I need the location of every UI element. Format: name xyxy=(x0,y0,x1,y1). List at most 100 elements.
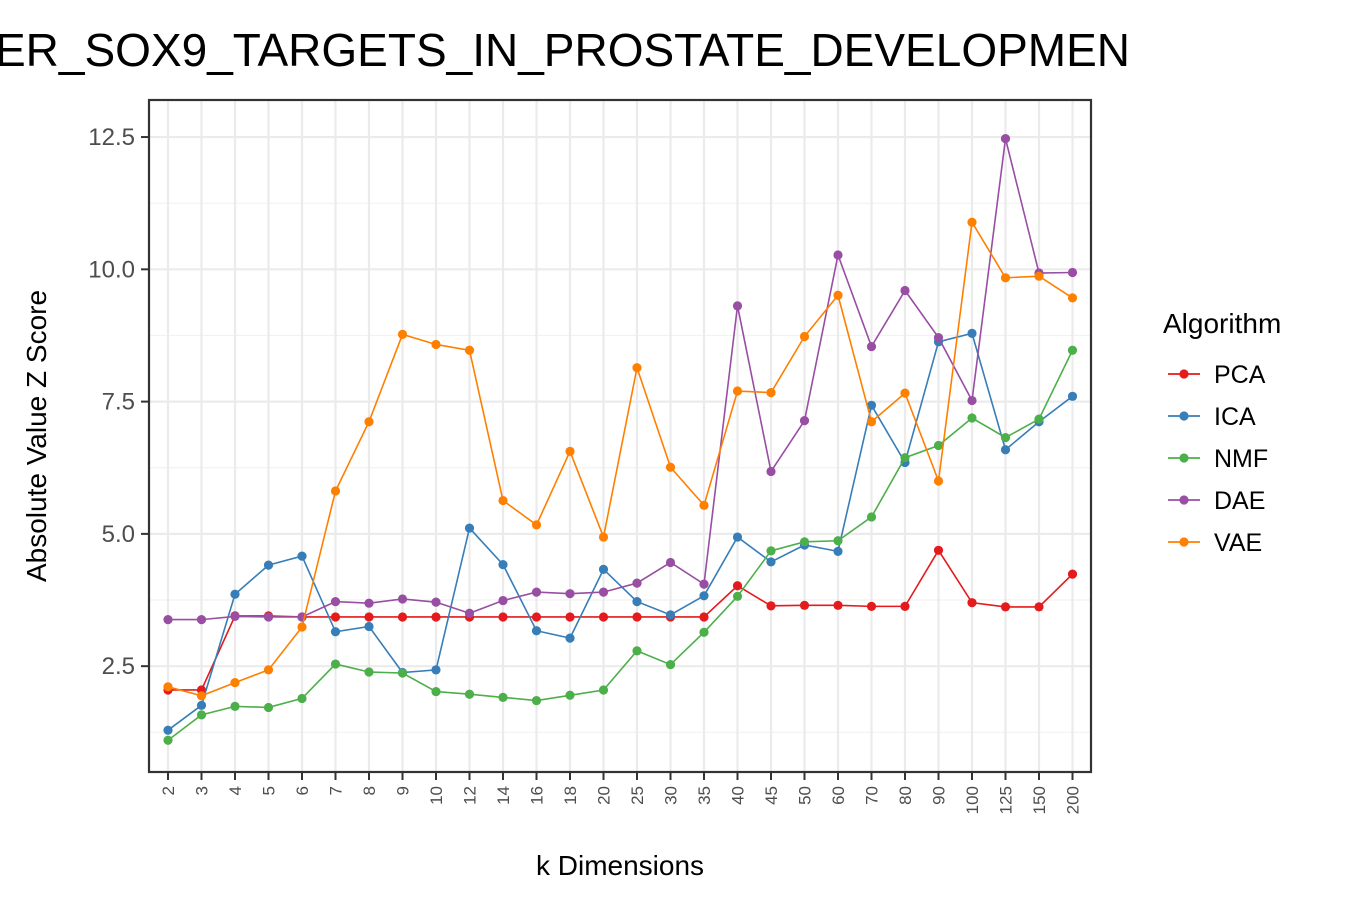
data-point xyxy=(330,612,341,622)
data-point xyxy=(799,416,810,426)
series-line xyxy=(167,219,1073,697)
legend-label: NMF xyxy=(1214,445,1268,473)
data-point xyxy=(464,523,475,533)
data-point xyxy=(330,486,341,496)
data-point xyxy=(900,453,910,463)
y-axis: 2.5 5.0 7.5 10.0 12.5 xyxy=(88,124,149,680)
data-point xyxy=(833,250,843,260)
data-point xyxy=(263,612,274,622)
data-point xyxy=(1000,134,1011,144)
data-point xyxy=(699,627,709,637)
data-point xyxy=(598,612,609,622)
chart-title: ER_SOX9_TARGETS_IN_PROSTATE_DEVELOPMEN xyxy=(0,24,1130,76)
x-tick-label: 14 xyxy=(494,786,513,805)
data-point xyxy=(1067,391,1078,401)
data-point xyxy=(464,345,475,355)
data-point xyxy=(1000,602,1011,612)
data-point xyxy=(397,612,408,622)
data-point xyxy=(665,610,676,620)
data-point xyxy=(732,581,743,591)
data-point xyxy=(598,685,609,695)
data-point xyxy=(565,589,575,599)
series-line xyxy=(168,138,1073,621)
data-point xyxy=(665,462,676,472)
data-point xyxy=(967,598,977,608)
data-point xyxy=(397,668,408,678)
data-point xyxy=(1067,293,1078,303)
data-point xyxy=(196,710,207,720)
legend-marker xyxy=(1179,537,1189,547)
data-point xyxy=(330,627,341,637)
x-tick-label: 20 xyxy=(595,786,614,805)
data-point xyxy=(933,545,944,555)
data-point xyxy=(230,611,240,622)
data-point xyxy=(598,532,609,542)
y-tick-label: 5.0 xyxy=(102,521,135,548)
data-point xyxy=(297,693,307,704)
x-axis-title: k Dimensions xyxy=(536,850,704,881)
x-tick-label: 5 xyxy=(260,786,279,795)
data-point xyxy=(163,682,173,692)
data-point xyxy=(699,612,709,622)
data-point xyxy=(531,612,542,622)
legend-marker xyxy=(1179,495,1189,505)
data-point xyxy=(565,690,575,700)
data-point xyxy=(1000,273,1011,283)
data-point xyxy=(330,659,341,669)
x-tick-label: 10 xyxy=(427,786,446,805)
data-point xyxy=(397,329,408,340)
x-axis: 2 3 4 5 6 7 8 9 10 12 14 16 18 20 25 30 35 40 45 50 60 70 80 90… xyxy=(159,772,1083,814)
y-tick-label: 7.5 xyxy=(102,389,135,416)
series-ica xyxy=(163,328,1078,735)
data-point xyxy=(531,587,542,597)
data-point xyxy=(230,677,240,688)
data-point xyxy=(933,332,944,343)
data-point xyxy=(364,667,374,677)
data-point xyxy=(598,587,609,597)
x-tick-label: 6 xyxy=(293,786,312,795)
data-point xyxy=(196,691,207,701)
data-point xyxy=(498,692,508,702)
x-tick-label: 7 xyxy=(327,786,346,795)
data-point xyxy=(632,363,642,373)
series-nmf xyxy=(163,345,1078,745)
legend-label: VAE xyxy=(1214,529,1262,557)
data-point xyxy=(1067,345,1078,355)
y-tick-label: 10.0 xyxy=(88,256,135,283)
x-tick-label: 90 xyxy=(930,786,949,805)
data-point xyxy=(866,417,877,427)
data-point xyxy=(1034,602,1044,612)
data-point xyxy=(732,532,743,542)
data-point xyxy=(163,725,173,735)
data-point xyxy=(833,536,843,546)
data-point xyxy=(364,598,374,608)
series-line xyxy=(167,349,1074,741)
data-point xyxy=(699,591,709,601)
series-line xyxy=(167,332,1073,731)
legend-marker xyxy=(1179,369,1189,379)
data-point xyxy=(665,659,676,670)
y-tick-label: 12.5 xyxy=(88,124,135,151)
data-point xyxy=(933,476,944,486)
data-point xyxy=(431,339,441,350)
data-point xyxy=(431,665,441,675)
data-point xyxy=(799,600,810,610)
data-point xyxy=(632,646,642,656)
data-point xyxy=(364,621,374,632)
data-point xyxy=(732,591,743,601)
data-point xyxy=(263,665,274,675)
x-tick-label: 200 xyxy=(1064,786,1083,814)
data-point xyxy=(1067,569,1078,579)
data-point xyxy=(766,546,776,556)
data-point xyxy=(431,597,441,607)
data-point xyxy=(833,600,843,610)
data-point xyxy=(565,612,575,622)
data-point xyxy=(397,594,408,604)
data-point xyxy=(364,612,374,622)
data-point xyxy=(230,589,240,599)
x-tick-label: 25 xyxy=(628,786,647,805)
x-tick-label: 30 xyxy=(662,786,681,805)
x-tick-label: 50 xyxy=(796,786,815,805)
series-vae xyxy=(163,217,1078,701)
legend-title: Algorithm xyxy=(1163,308,1281,339)
